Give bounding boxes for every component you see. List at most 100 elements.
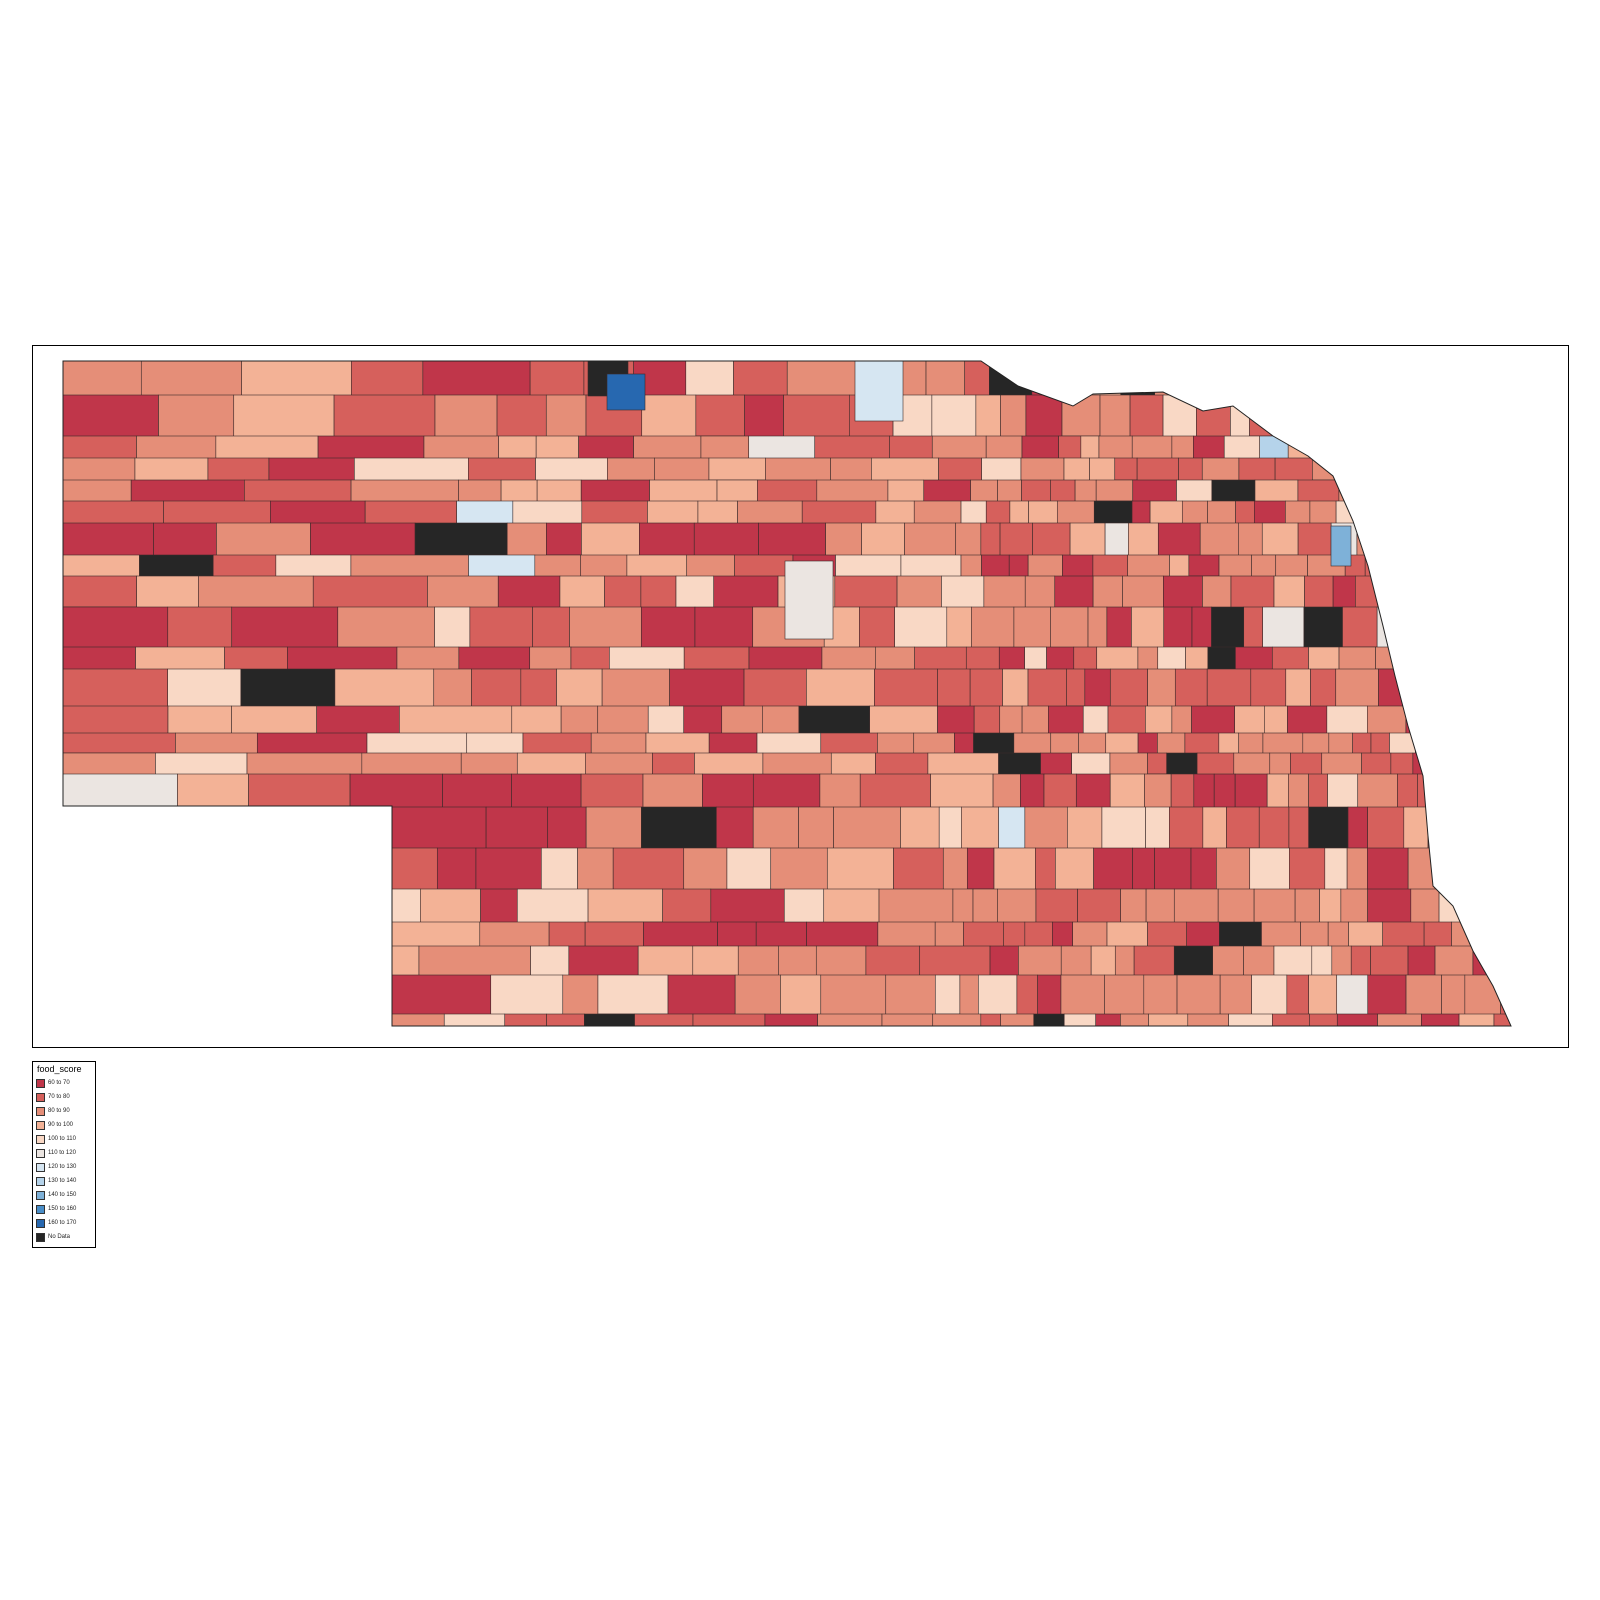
zip-region: [1157, 732, 1186, 755]
zip-region: [63, 732, 176, 754]
zip-region: [817, 1013, 883, 1026]
zip-region: [1424, 668, 1449, 720]
zip-region: [1211, 606, 1245, 653]
legend-swatch: [36, 1106, 45, 1116]
zip-region: [1439, 479, 1482, 524]
zip-region: [1202, 575, 1232, 613]
zip-region: [1438, 732, 1467, 782]
zip-region: [1387, 394, 1422, 455]
zip-region: [1216, 847, 1251, 894]
zip-region: [1491, 457, 1511, 481]
zip-region: [443, 1013, 506, 1026]
zip-region: [535, 435, 579, 460]
legend-item: 70 to 80: [36, 1090, 92, 1104]
zip-region: [516, 752, 586, 776]
zip-region: [584, 1013, 635, 1026]
zip-region: [914, 646, 967, 672]
zip-region: [1355, 435, 1376, 459]
zip-region: [248, 773, 351, 811]
zip-region: [1423, 921, 1452, 950]
zip-region: [1173, 888, 1219, 926]
zip-region: [952, 888, 974, 925]
zip-region: [1385, 361, 1429, 398]
zip-region: [1457, 522, 1491, 568]
zip-region: [1219, 974, 1252, 1017]
zip-region: [597, 974, 669, 1015]
zip-region: [63, 575, 137, 608]
zip-region: [127, 847, 243, 918]
zip-region: [333, 394, 436, 440]
legend-swatch: [36, 1148, 45, 1158]
zip-region: [1069, 522, 1106, 561]
zip-region: [1381, 479, 1406, 512]
zip-region: [1505, 361, 1511, 417]
zip-region: [1447, 500, 1475, 544]
zip-region: [963, 921, 1004, 948]
zip-region: [1482, 773, 1511, 831]
zip-region: [1188, 554, 1220, 577]
zip-region: [959, 974, 979, 1018]
zip-region: [1506, 554, 1511, 580]
zip-region: [1375, 646, 1413, 670]
legend-label: 90 to 100: [48, 1122, 74, 1128]
zip-region: [966, 847, 995, 890]
zip-region: [512, 500, 583, 527]
zip-region: [1469, 575, 1511, 623]
zip-region: [1512, 576, 1531, 622]
zip-region: [1114, 457, 1138, 481]
legend: food_score 60 to 70 70 to 80 80 to 90 90…: [32, 1061, 96, 1248]
zip-region: [1003, 921, 1026, 949]
zip-region: [1426, 606, 1470, 674]
zip-region: [1341, 457, 1381, 505]
zip-region: [1508, 945, 1511, 976]
zip-region: [1120, 888, 1147, 927]
zip-region: [1466, 361, 1507, 408]
zip-region: [1075, 773, 1111, 811]
zip-region: [1249, 394, 1294, 437]
zip-region: [1461, 705, 1484, 752]
zip-region: [1191, 606, 1212, 649]
zip-region: [1468, 668, 1511, 733]
zip-region: [1120, 1013, 1149, 1026]
legend-swatch: [36, 1190, 45, 1200]
zip-region: [971, 606, 1015, 653]
legend-label: No Data: [48, 1234, 71, 1240]
zip-region: [1330, 525, 1352, 567]
zip-region: [63, 773, 178, 826]
legend-item: 160 to 170: [36, 1216, 92, 1230]
zip-region: [806, 921, 879, 951]
zip-region: [934, 974, 961, 1015]
zip-region: [875, 500, 915, 526]
zip-region: [569, 606, 642, 653]
zip-region: [1455, 435, 1479, 462]
zip-region: [875, 752, 929, 778]
zip-region: [504, 1013, 547, 1026]
zip-region: [154, 974, 271, 1025]
zip-region: [1374, 435, 1416, 478]
legend-swatch: [36, 1092, 45, 1102]
zip-region: [993, 847, 1036, 893]
choropleth-map: [62, 360, 1534, 1027]
zip-region: [1228, 1013, 1273, 1026]
zip-region: [1512, 669, 1534, 728]
zip-region: [1499, 435, 1511, 479]
state-outline: [62, 360, 1512, 1027]
zip-region: [1436, 522, 1459, 561]
legend-item: 140 to 150: [36, 1188, 92, 1202]
legend-label: 80 to 90: [48, 1108, 70, 1114]
zip-region: [606, 373, 646, 411]
zip-region: [414, 522, 508, 559]
zip-region: [1336, 1013, 1378, 1026]
legend-title: food_score: [37, 1064, 82, 1074]
zip-region: [1482, 705, 1505, 734]
legend-item: 90 to 100: [36, 1118, 92, 1132]
zip-region: [1072, 921, 1108, 949]
zip-region: [1143, 974, 1178, 1022]
zip-region: [140, 361, 242, 401]
zip-region: [1367, 974, 1407, 1018]
zip-region: [1187, 1013, 1229, 1026]
zip-region: [708, 457, 766, 481]
zip-region: [511, 773, 582, 813]
legend-item: No Data: [36, 1230, 92, 1244]
zip-region: [1404, 479, 1440, 513]
